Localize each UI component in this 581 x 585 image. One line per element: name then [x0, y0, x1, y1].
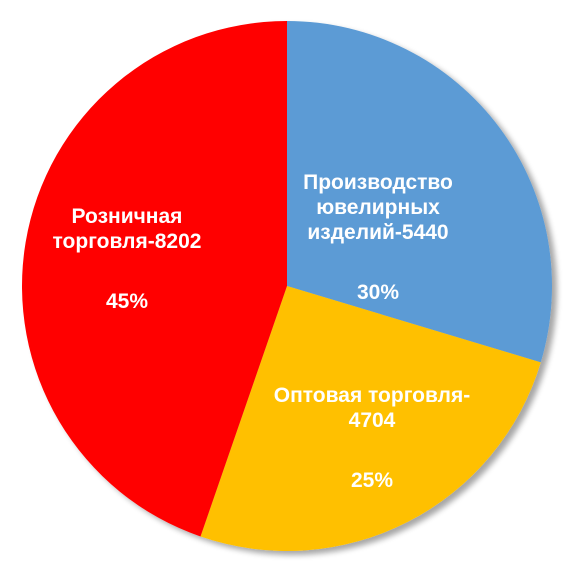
pie-slices [21, 21, 552, 551]
pie-slice-3 [21, 21, 288, 537]
slice-label-2-line-1: Оптовая торговля- [274, 384, 470, 407]
slice-label-1-line-3: изделий-5440 [307, 221, 448, 244]
slice-label-2-line-2: 4704 [349, 409, 396, 432]
pie-slice-2 [200, 286, 541, 551]
slice-label-1-line-2: ювелирных [316, 196, 440, 219]
slice-label-3-line-1: Розничная [72, 205, 183, 228]
slice-label-1-line-1: Производство [303, 171, 453, 194]
pie-slice-1 [287, 21, 552, 363]
slice-percent-2: 25% [351, 469, 393, 492]
slice-percent-1: 30% [357, 281, 399, 304]
slice-label-3-line-2: торговля-8202 [53, 230, 202, 253]
slice-percent-3: 45% [106, 290, 148, 313]
